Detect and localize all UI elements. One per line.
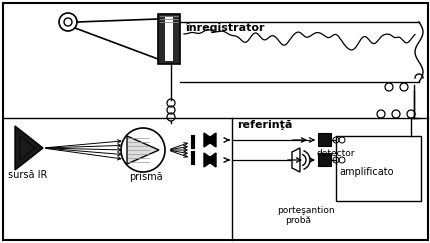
Text: porteşantion: porteşantion [276,206,334,215]
Bar [335,136,420,201]
Bar [165,17,172,61]
Polygon shape [291,148,299,172]
Polygon shape [20,136,35,160]
Polygon shape [206,153,215,167]
Text: referinţă: referinţă [237,120,292,130]
Polygon shape [203,153,214,167]
Polygon shape [203,133,214,147]
Text: probă: probă [284,216,310,225]
Text: prismă: prismă [129,172,162,182]
Bar [317,133,330,146]
Polygon shape [206,133,215,147]
Bar [317,153,330,166]
Text: amplificato: amplificato [338,167,393,177]
Circle shape [121,128,165,172]
Polygon shape [15,126,43,170]
Polygon shape [127,136,159,164]
Text: înregistrator: înregistrator [184,22,264,33]
Text: sursă IR: sursă IR [8,170,47,180]
Text: detector: detector [316,149,355,158]
Bar [158,14,180,64]
